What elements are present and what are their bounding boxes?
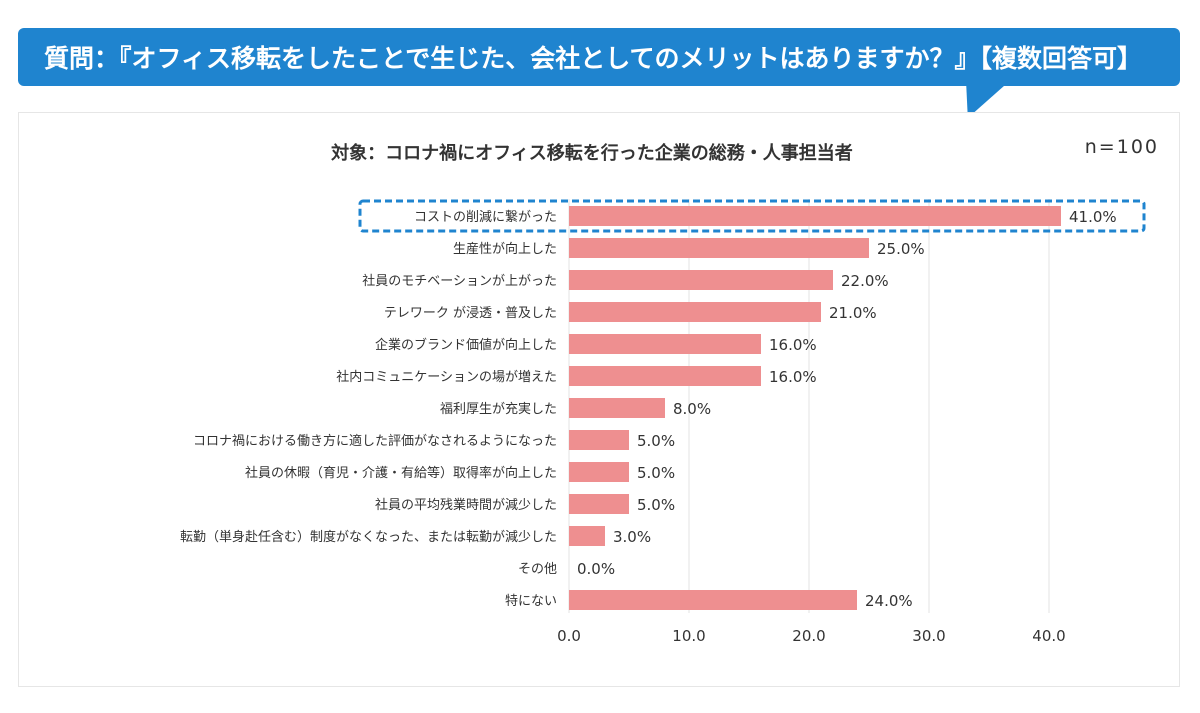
value-label: 3.0% — [613, 528, 651, 546]
category-label: 社員のモチベーションが上がった — [362, 273, 557, 289]
bar — [569, 334, 761, 354]
bar — [569, 494, 629, 514]
bar — [569, 366, 761, 386]
x-tick-label: 30.0 — [912, 627, 945, 645]
value-label: 8.0% — [673, 400, 711, 418]
bar — [569, 430, 629, 450]
x-tick-label: 0.0 — [557, 627, 581, 645]
bar-layer — [358, 199, 1146, 610]
category-label: 特にない — [505, 594, 557, 609]
category-label: 転勤（単身赴任含む）制度がなくなった、または転勤が減少した — [180, 529, 557, 545]
category-label: 生産性が向上した — [453, 241, 557, 257]
category-label: 社員の休暇（育児・介護・有給等）取得率が向上した — [245, 465, 557, 481]
chart-panel: 対象：コロナ禍にオフィス移転を行った企業の総務・人事担当者 n=100 コストの… — [18, 112, 1180, 687]
value-label: 24.0% — [865, 592, 913, 610]
category-label: コロナ禍における働き方に適した評価がなされるようになった — [193, 433, 557, 449]
bar-chart: 対象：コロナ禍にオフィス移転を行った企業の総務・人事担当者 n=100 コストの… — [180, 136, 1159, 645]
bar — [569, 462, 629, 482]
bar — [569, 206, 1061, 226]
x-tick-layer: 0.0 10.0 20.0 30.0 40.0 — [557, 627, 1066, 645]
category-label: コストの削減に繋がった — [414, 209, 557, 225]
bar — [569, 398, 665, 418]
value-label: 5.0% — [637, 496, 675, 514]
category-label: その他 — [518, 562, 557, 577]
value-label: 16.0% — [769, 336, 817, 354]
value-label: 25.0% — [877, 240, 925, 258]
bar — [569, 590, 857, 610]
category-label: テレワーク が浸透・普及した — [384, 306, 557, 321]
category-label: 福利厚生が充実した — [440, 401, 557, 417]
x-tick-label: 10.0 — [672, 627, 705, 645]
x-tick-label: 20.0 — [792, 627, 825, 645]
category-label: 社内コミュニケーションの場が増えた — [336, 369, 557, 385]
x-tick-label: 40.0 — [1032, 627, 1065, 645]
question-banner: 質問：『オフィス移転をしたことで生じた、会社としてのメリットはありますか？』【複… — [18, 28, 1180, 86]
highlight-box — [358, 199, 1146, 233]
value-label: 5.0% — [637, 432, 675, 450]
question-text: 質問：『オフィス移転をしたことで生じた、会社としてのメリットはありますか？』【複… — [44, 44, 1143, 73]
bar — [569, 238, 869, 258]
category-label: 企業のブランド価値が向上した — [375, 337, 557, 353]
chart-title: 対象：コロナ禍にオフィス移転を行った企業の総務・人事担当者 — [330, 142, 853, 164]
category-label-layer: コストの削減に繋がった生産性が向上した社員のモチベーションが上がったテレワーク … — [180, 209, 557, 609]
footer-strip — [0, 697, 1200, 713]
value-label: 5.0% — [637, 464, 675, 482]
value-label: 22.0% — [841, 272, 889, 290]
value-label: 41.0% — [1069, 208, 1117, 226]
value-label: 21.0% — [829, 304, 877, 322]
value-label: 16.0% — [769, 368, 817, 386]
category-label: 社員の平均残業時間が減少した — [375, 497, 557, 513]
sample-size-label: n=100 — [1085, 136, 1159, 158]
bar — [569, 526, 605, 546]
value-label-layer: 41.0% 25.0% 22.0% 21.0% 16.0% 16.0% 8.0% 5.0% 5.… — [577, 208, 1117, 610]
value-label: 0.0% — [577, 560, 615, 578]
bar — [569, 270, 833, 290]
bar — [569, 302, 821, 322]
